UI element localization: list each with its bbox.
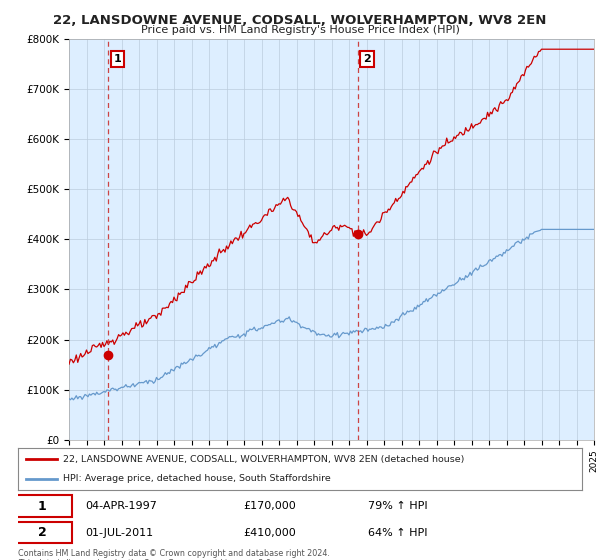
- Text: 2: 2: [38, 526, 46, 539]
- Text: £170,000: £170,000: [244, 501, 296, 511]
- FancyBboxPatch shape: [13, 496, 71, 517]
- FancyBboxPatch shape: [13, 522, 71, 543]
- Text: HPI: Average price, detached house, South Staffordshire: HPI: Average price, detached house, Sout…: [63, 474, 331, 483]
- Text: 22, LANSDOWNE AVENUE, CODSALL, WOLVERHAMPTON, WV8 2EN: 22, LANSDOWNE AVENUE, CODSALL, WOLVERHAM…: [53, 14, 547, 27]
- Text: 01-JUL-2011: 01-JUL-2011: [86, 528, 154, 538]
- Text: 04-APR-1997: 04-APR-1997: [86, 501, 158, 511]
- Text: 79% ↑ HPI: 79% ↑ HPI: [368, 501, 427, 511]
- Text: Price paid vs. HM Land Registry's House Price Index (HPI): Price paid vs. HM Land Registry's House …: [140, 25, 460, 35]
- Text: 1: 1: [113, 54, 121, 64]
- Text: £410,000: £410,000: [244, 528, 296, 538]
- Text: 22, LANSDOWNE AVENUE, CODSALL, WOLVERHAMPTON, WV8 2EN (detached house): 22, LANSDOWNE AVENUE, CODSALL, WOLVERHAM…: [63, 455, 464, 464]
- Text: 2: 2: [363, 54, 371, 64]
- Text: 1: 1: [38, 500, 46, 513]
- Text: 64% ↑ HPI: 64% ↑ HPI: [368, 528, 427, 538]
- Text: Contains HM Land Registry data © Crown copyright and database right 2024.
This d: Contains HM Land Registry data © Crown c…: [18, 549, 330, 560]
